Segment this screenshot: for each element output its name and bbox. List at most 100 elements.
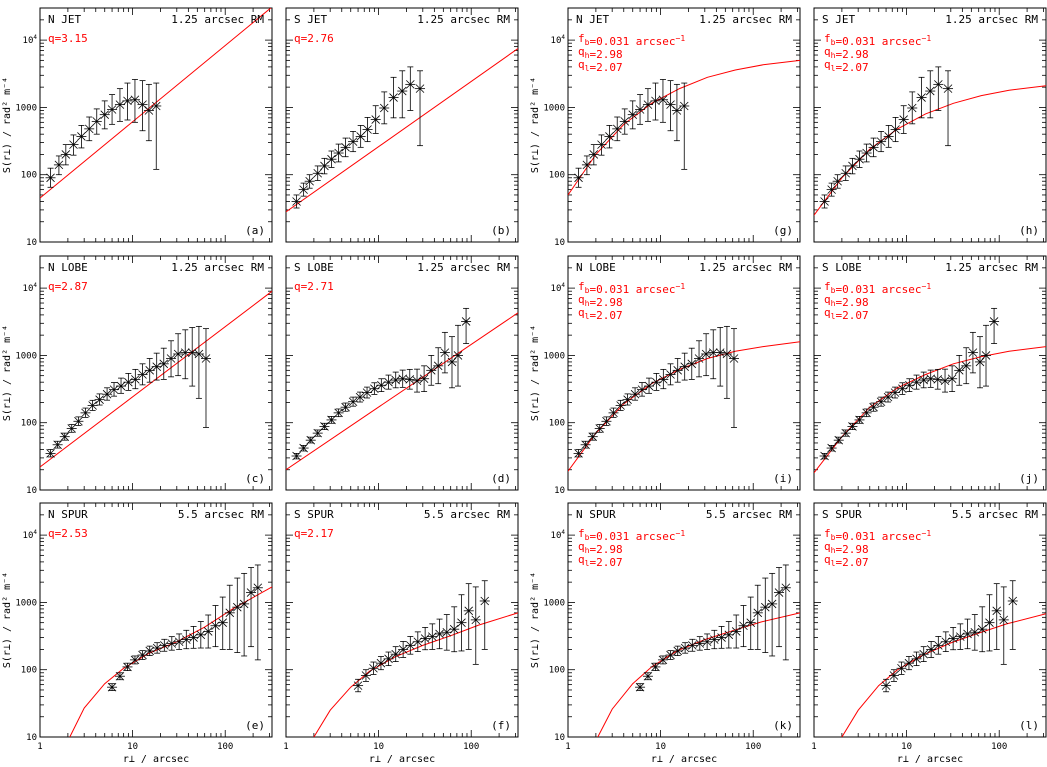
panel-title: S LOBE [822,261,862,274]
data-point [415,70,426,147]
data-point [360,669,371,682]
x-tick-label: 10 [127,742,138,752]
data-point [420,627,431,651]
panel-rm-label: 1.25 arcsec RM [699,261,792,274]
data-point [200,328,211,428]
point-marker [389,93,398,102]
data-point [981,324,992,387]
data-point [53,155,64,176]
data-point [608,407,619,418]
plot-area [841,580,1046,737]
data-point [298,182,309,197]
data-point [319,422,330,431]
point-marker [876,397,886,407]
point-marker [731,627,741,636]
point-marker [907,103,917,113]
panel-label: (d) [491,472,511,485]
data-point [977,606,988,653]
point-marker [130,95,140,105]
panel-label: (k) [773,719,793,732]
point-marker [299,185,308,194]
data-point [449,606,460,653]
data-point [991,583,1002,650]
point-marker [672,106,682,115]
data-point [181,629,192,650]
point-marker [84,124,94,134]
data-point [291,194,302,209]
data-point [969,614,980,651]
data-point [767,572,778,657]
y-axis-label: S(r⊥) / rad² m⁻⁴ [2,572,13,668]
point-marker [361,671,371,680]
x-axis-label: r⊥ / arcsec [897,754,963,763]
point-marker [419,374,429,384]
point-marker [890,388,900,397]
plot-frame [813,502,1047,738]
plot-area [597,564,800,737]
data-point [630,387,641,401]
fit-parameter: ql=2.07 [824,58,869,74]
data-point [379,91,390,125]
point-marker [708,348,718,357]
point-marker [405,375,415,384]
data-point [114,88,125,122]
data-point [426,355,437,386]
point-marker [943,84,953,93]
point-marker [999,615,1009,625]
plot-area [40,290,272,468]
data-point [651,373,662,391]
point-marker [196,630,206,640]
data-point [774,567,785,648]
data-point [876,131,887,153]
data-point [210,605,221,648]
point-marker [899,115,908,124]
panel-label: (i) [773,472,793,485]
data-point [580,440,591,450]
point-marker [820,197,829,206]
data-point [60,144,71,166]
point-marker [635,682,645,692]
data-point [434,618,445,650]
y-tick-label: 10 [554,486,565,496]
data-point [911,374,922,390]
panel-label: (l) [1019,719,1039,732]
point-marker [412,376,422,386]
plot-frame [39,255,273,491]
data-point [203,614,214,649]
data-point [246,567,257,648]
data-point [397,369,408,388]
x-tick-label: 1 [37,742,42,752]
point-marker [398,374,407,384]
point-marker [305,176,314,186]
point-marker [334,148,343,158]
data-point [174,633,185,650]
panel-label: (j) [1019,472,1039,485]
plot-area [40,8,272,199]
point-marker [869,143,878,152]
data-point [604,125,615,149]
point-marker [595,424,604,433]
data-point [933,636,944,655]
point-marker [203,627,213,636]
point-marker [679,101,689,111]
data-point [441,614,452,651]
data-point [907,91,918,125]
point-marker [211,621,220,631]
panel-label: (h) [1019,224,1039,237]
panel-h: S JET 1.25 arcsec RM(h)fb=0.031 arcsec−1q… [813,7,1047,243]
point-marker [659,375,668,384]
plot-frame [813,255,1047,491]
data-point [340,137,351,158]
data-point [144,645,155,657]
data-point [723,621,734,649]
data-point [107,682,118,692]
x-tick-label: 10 [655,742,666,752]
point-marker [413,637,423,647]
data-point [573,449,584,458]
point-marker [616,401,625,410]
point-marker [926,374,935,384]
point-marker [985,618,994,627]
point-marker [348,137,358,146]
